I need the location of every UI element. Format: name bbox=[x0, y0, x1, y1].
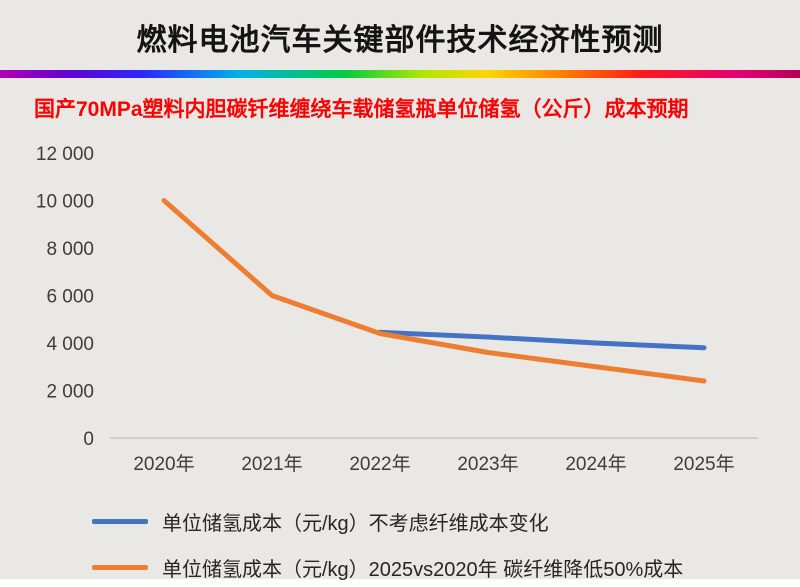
line-chart-canvas: 0 2 000 4 000 6 000 8 000 10 000 12 000 2020年 20… bbox=[36, 144, 758, 475]
legend-line-blue-icon bbox=[92, 519, 148, 524]
chart-subtitle: 国产70MPa塑料内胆碳钎维缠绕车载储氢瓶单位储氢（公斤）成本预期 bbox=[34, 98, 689, 121]
svg-text:12 000: 12 000 bbox=[36, 144, 94, 165]
page-title: 燃料电池汽车关键部件技术经济性预测 bbox=[136, 24, 664, 57]
svg-text:2020年: 2020年 bbox=[133, 453, 194, 475]
svg-text:2023年: 2023年 bbox=[457, 453, 518, 475]
legend-label-orange-series: 单位储氢成本（元/kg）2025vs2020年 碳纤维降低50%成本 bbox=[162, 559, 684, 581]
svg-text:0: 0 bbox=[83, 429, 94, 450]
rainbow-divider bbox=[0, 70, 800, 78]
legend-item-orange-series: 单位储氢成本（元/kg）2025vs2020年 碳纤维降低50%成本 bbox=[92, 553, 800, 582]
svg-text:10 000: 10 000 bbox=[36, 192, 94, 213]
legend-label-blue-series: 单位储氢成本（元/kg）不考虑纤维成本变化 bbox=[162, 513, 549, 535]
svg-text:2022年: 2022年 bbox=[349, 453, 410, 475]
chart-legend: 单位储氢成本（元/kg）不考虑纤维成本变化 单位储氢成本（元/kg）2025vs… bbox=[92, 507, 800, 582]
svg-text:2021年: 2021年 bbox=[241, 453, 302, 475]
svg-text:2 000: 2 000 bbox=[46, 382, 94, 403]
legend-line-orange-icon bbox=[92, 565, 148, 570]
svg-text:4 000: 4 000 bbox=[46, 334, 94, 355]
legend-item-blue-series: 单位储氢成本（元/kg）不考虑纤维成本变化 bbox=[92, 507, 800, 536]
line-chart: 0 2 000 4 000 6 000 8 000 10 000 12 000 2020年 20… bbox=[18, 133, 782, 493]
svg-text:2025年: 2025年 bbox=[673, 453, 734, 475]
svg-text:2024年: 2024年 bbox=[565, 453, 626, 475]
svg-text:6 000: 6 000 bbox=[46, 287, 94, 308]
svg-text:8 000: 8 000 bbox=[46, 239, 94, 260]
